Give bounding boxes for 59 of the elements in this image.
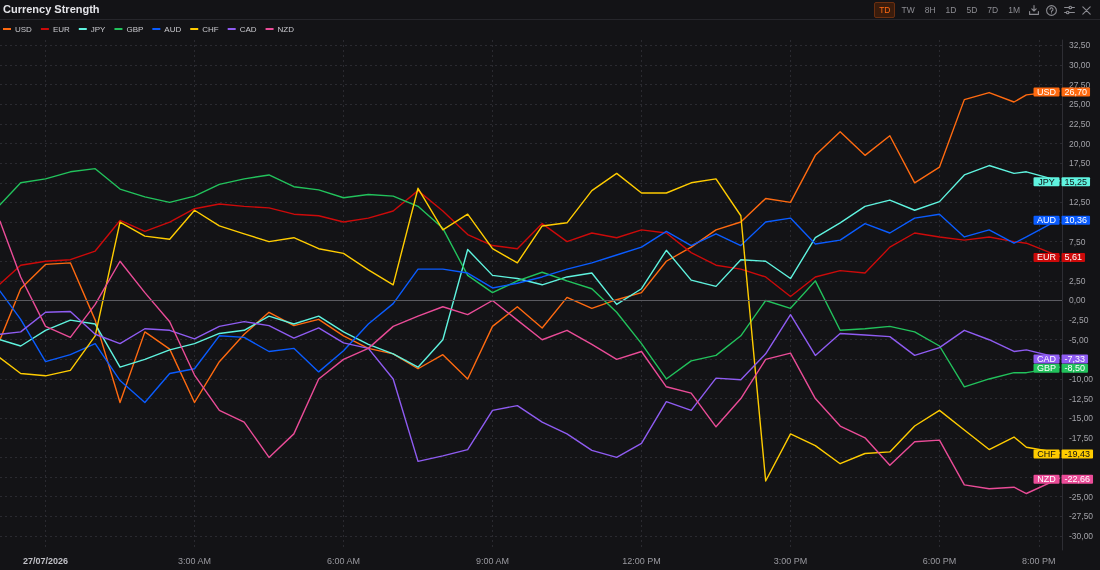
legend-label: CAD [239, 24, 257, 34]
legend-label: NZD [277, 24, 295, 34]
data-label: -22,66 [1064, 474, 1091, 485]
y-tick-label: 0,00 [1069, 295, 1086, 306]
text: TW [900, 4, 916, 17]
text: 1D [944, 4, 958, 17]
y-tick-label: -2,50 [1069, 315, 1089, 326]
text: GBP [1037, 363, 1057, 374]
x-tick-label: 6:00 PM [922, 555, 957, 566]
text: 1M [1007, 4, 1021, 17]
data-label: 26,70 [1064, 87, 1088, 97]
legend-label: AUD [164, 24, 182, 34]
text: JPY [1038, 176, 1055, 187]
text: NZD [1037, 474, 1056, 485]
y-tick-label: 25,00 [1069, 99, 1091, 110]
y-tick-label: 7,50 [1069, 236, 1086, 247]
y-tick-label: 22,50 [1069, 118, 1091, 129]
y-tick-label: -17,50 [1069, 432, 1094, 443]
legend-label: EUR [52, 24, 70, 34]
x-tick-label: 27/07/2026 [23, 555, 69, 566]
y-tick-label: 30,00 [1069, 60, 1091, 71]
x-tick-label: 3:00 PM [773, 555, 808, 566]
y-tick-label: -10,00 [1069, 373, 1094, 384]
chart-title: Currency Strength [3, 2, 100, 15]
legend-label: GBP [126, 24, 144, 34]
y-tick-label: -15,00 [1069, 413, 1094, 424]
y-tick-label: -25,00 [1069, 491, 1094, 502]
y-tick-label: -12,50 [1069, 393, 1094, 404]
text: 8H [923, 4, 937, 17]
text: CAD [1037, 354, 1057, 364]
y-tick-label: 32,50 [1069, 40, 1091, 51]
text: CHF [1037, 448, 1056, 459]
data-label: 5,61 [1064, 252, 1083, 263]
text: 7D [986, 4, 1000, 17]
text: AUD [1037, 215, 1057, 226]
data-label: -7,33 [1064, 354, 1086, 364]
y-tick-label: 20,00 [1069, 138, 1091, 149]
text: USD [1037, 87, 1057, 97]
x-tick-label: 9:00 AM [475, 555, 510, 566]
text: EUR [1037, 252, 1057, 263]
y-tick-label: 2,50 [1069, 275, 1086, 286]
data-label: 15,25 [1064, 176, 1088, 187]
data-label: 10,36 [1064, 215, 1088, 226]
y-tick-label: -30,00 [1069, 530, 1094, 541]
y-tick-label: 12,50 [1069, 197, 1091, 208]
y-tick-label: -27,50 [1069, 511, 1094, 522]
data-label: -8,50 [1064, 363, 1086, 374]
legend-label: CHF [202, 24, 219, 34]
x-tick-label: 8:00 PM [1022, 555, 1056, 566]
legend-label: JPY [90, 24, 107, 34]
x-tick-label: 3:00 AM [178, 555, 212, 566]
x-tick-label: 12:00 PM [622, 555, 661, 566]
y-tick-label: 17,50 [1069, 158, 1091, 169]
text: 5D [965, 4, 979, 17]
data-label: -19,43 [1064, 448, 1091, 459]
x-tick-label: 6:00 AM [327, 555, 361, 566]
legend-label: USD [15, 24, 33, 34]
text: TD [874, 2, 896, 18]
y-tick-label: -5,00 [1069, 334, 1089, 345]
